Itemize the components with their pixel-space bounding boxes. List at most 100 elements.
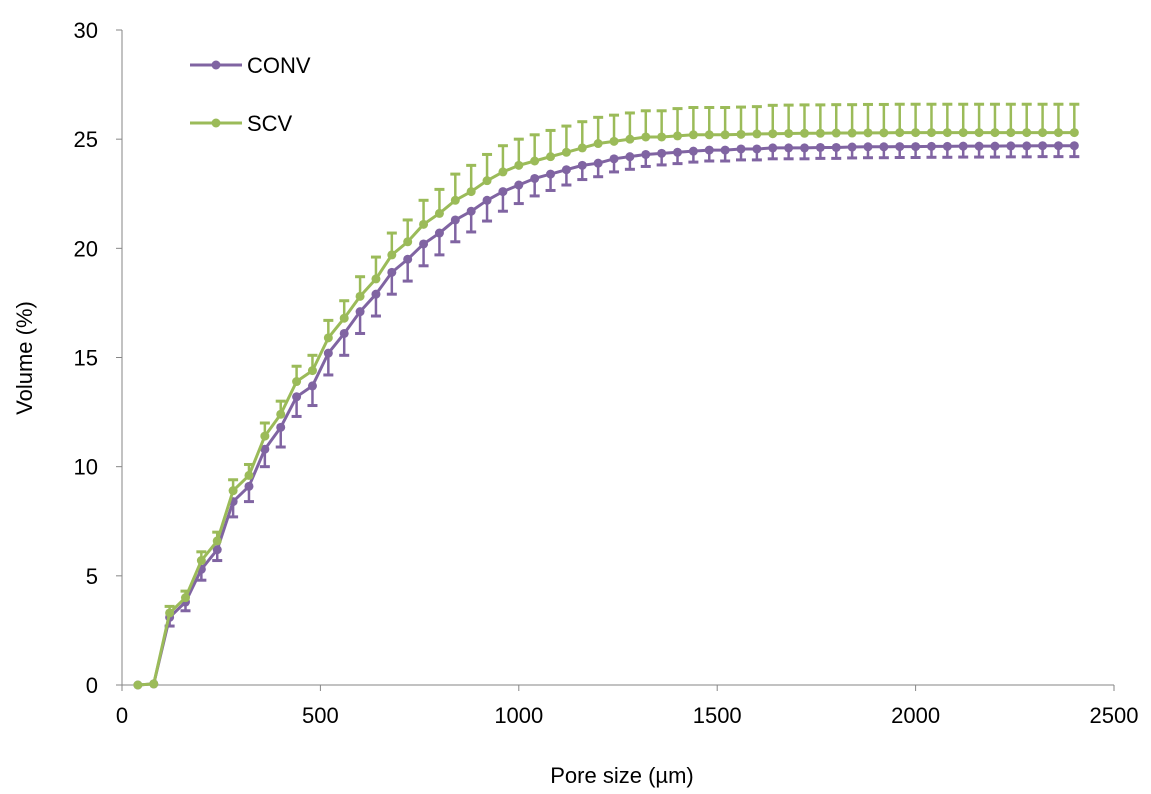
data-point-conv [276, 422, 286, 432]
data-point-conv [990, 141, 1000, 151]
data-point-scv [403, 237, 413, 247]
y-tick-label: 10 [74, 455, 98, 480]
data-point-conv [926, 141, 936, 151]
legend-label-conv: CONV [247, 53, 311, 78]
axes: 0 5 10 15 20 25 30 0 500 1000 1500 2000 2500 [74, 18, 1139, 728]
legend: CONV SCV [190, 53, 311, 136]
data-point-conv [577, 160, 587, 170]
x-tick-label: 0 [116, 703, 128, 728]
data-point-scv [593, 139, 603, 149]
data-point-conv [1038, 141, 1048, 151]
data-point-conv [657, 148, 667, 158]
data-point-conv [387, 267, 397, 277]
data-point-scv [1038, 128, 1048, 138]
data-point-conv [752, 144, 762, 154]
legend-marker-scv [211, 118, 221, 128]
data-point-conv [958, 141, 968, 151]
data-point-scv [165, 608, 175, 618]
data-point-conv [942, 141, 952, 151]
y-tick-label: 0 [86, 673, 98, 698]
data-point-conv [1069, 141, 1079, 151]
data-point-conv [482, 195, 492, 205]
data-point-conv [609, 154, 619, 164]
data-point-scv [514, 160, 524, 170]
data-point-conv [403, 254, 413, 264]
data-point-conv [419, 239, 429, 249]
data-point-conv [879, 142, 889, 152]
data-point-scv [292, 377, 302, 387]
data-point-scv [704, 130, 714, 140]
x-tick-label: 2500 [1090, 703, 1139, 728]
data-point-scv [768, 129, 778, 139]
data-point-conv [625, 152, 635, 162]
data-point-conv [530, 173, 540, 183]
data-point-conv [371, 289, 381, 299]
data-point-conv [466, 206, 476, 216]
data-point-scv [736, 129, 746, 139]
data-point-scv [1022, 128, 1032, 138]
data-point-conv [212, 545, 222, 555]
data-point-conv [641, 149, 651, 159]
data-point-conv [307, 381, 317, 391]
data-point-conv [720, 145, 730, 155]
data-point-conv [450, 215, 460, 225]
data-point-scv [784, 128, 794, 138]
legend-label-scv: SCV [247, 111, 293, 136]
data-point-scv [673, 131, 683, 141]
data-point-scv [577, 143, 587, 153]
data-point-conv [593, 158, 603, 168]
data-point-scv [720, 130, 730, 140]
data-point-scv [482, 176, 492, 186]
x-tick-label: 500 [302, 703, 339, 728]
x-tick-label: 2000 [891, 703, 940, 728]
data-point-conv [260, 444, 270, 454]
data-point-scv [133, 680, 143, 690]
data-point-scv [799, 128, 809, 138]
data-point-scv [815, 128, 825, 138]
y-tick-label: 15 [74, 346, 98, 371]
data-point-conv [546, 169, 556, 179]
series-lines [133, 128, 1079, 690]
data-point-conv [339, 328, 349, 338]
data-point-scv [276, 409, 286, 419]
data-point-scv [752, 129, 762, 139]
data-point-scv [625, 134, 635, 144]
x-axis-title: Pore size (µm) [550, 763, 693, 788]
data-point-scv [1006, 128, 1016, 138]
data-point-conv [831, 142, 841, 152]
y-tick-label: 5 [86, 564, 98, 589]
data-point-conv [434, 228, 444, 238]
data-point-scv [260, 431, 270, 441]
y-tick-label: 30 [74, 18, 98, 43]
data-point-scv [450, 195, 460, 205]
data-point-conv [673, 147, 683, 157]
y-axis-title: Volume (%) [12, 301, 37, 415]
data-point-conv [815, 142, 825, 152]
data-point-scv [990, 128, 1000, 138]
series-line-scv [137, 131, 1075, 687]
data-point-scv [212, 536, 222, 546]
data-point-scv [1053, 128, 1063, 138]
data-point-conv [323, 348, 333, 358]
data-point-scv [180, 593, 190, 603]
y-tick-label: 25 [74, 127, 98, 152]
data-point-scv [466, 187, 476, 197]
data-point-scv [911, 128, 921, 138]
data-point-scv [863, 128, 873, 138]
data-point-conv [1006, 141, 1016, 151]
data-point-scv [307, 366, 317, 376]
data-point-scv [942, 128, 952, 138]
data-point-conv [688, 146, 698, 156]
data-point-conv [514, 180, 524, 190]
data-point-scv [1069, 128, 1079, 138]
data-point-scv [419, 219, 429, 229]
data-point-scv [974, 128, 984, 138]
data-point-conv [244, 481, 254, 491]
data-point-conv [292, 392, 302, 402]
data-point-conv [704, 145, 714, 155]
data-point-scv [641, 132, 651, 142]
data-point-conv [768, 143, 778, 153]
data-point-conv [1022, 141, 1032, 151]
x-tick-label: 1500 [693, 703, 742, 728]
